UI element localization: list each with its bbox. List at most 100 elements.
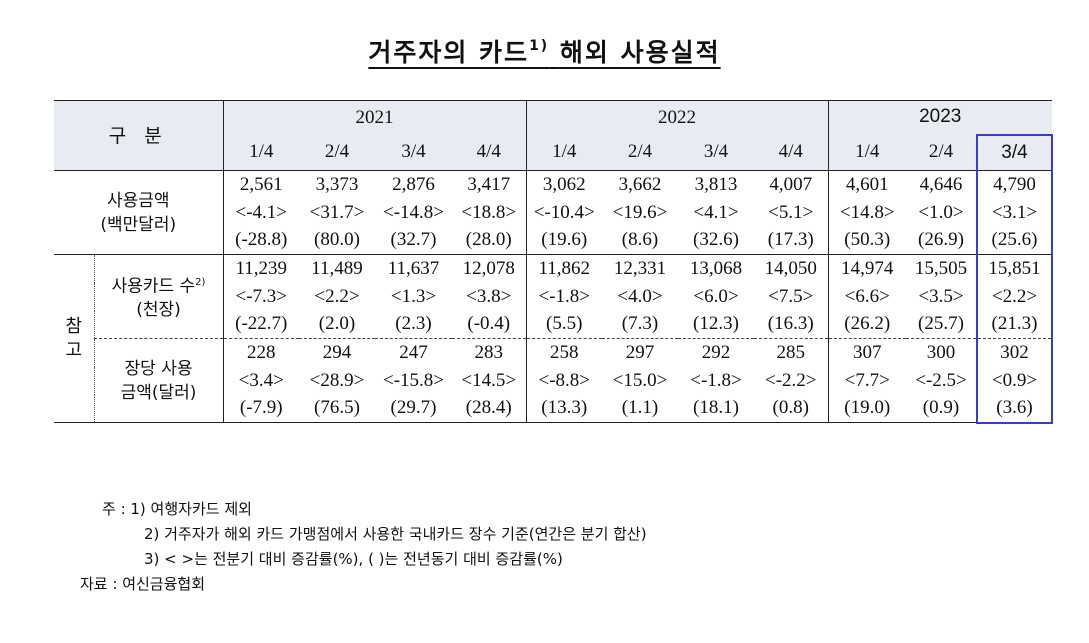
table-cell: (19.0) [827, 394, 906, 423]
amount-label-line2: (백만달러) [100, 214, 177, 235]
table-cell: (29.7) [375, 394, 452, 423]
cards-label-line1: 사용카드 수 [111, 276, 196, 297]
table-cell: 11,239 [222, 254, 299, 283]
table-cell: (25.6) [976, 226, 1053, 255]
table-cell: (-22.7) [222, 310, 299, 339]
table-cell: 247 [375, 338, 452, 367]
table-row: <-7.3> <2.2> <1.3> <3.8> <-1.8> <4.0> <6.0> <7.… [54, 282, 1053, 311]
table-cell: 300 [906, 338, 977, 367]
table-cell: 302 [976, 338, 1053, 367]
quarter-header: 1/4 [827, 134, 906, 171]
table-cell: <7.5> [768, 285, 814, 307]
table-cell: <3.5> [918, 285, 964, 307]
table-cell: <-4.1> [222, 198, 299, 227]
table-cell: 4,790 [976, 170, 1053, 199]
table-cell: <-8.8> [525, 366, 602, 395]
table-cell: (21.3) [976, 310, 1053, 339]
division-header: 구 분 [54, 100, 223, 171]
table-row: (-7.9) (76.5) (29.7) (28.4) (13.3) (1.1) (18.1… [54, 394, 1053, 424]
table-cell: <18.8> [461, 201, 517, 223]
table-cell: 283 [452, 338, 526, 367]
table-cell: <7.7> [827, 366, 906, 395]
cards-label-line1-wrap: 사용카드 수2) [95, 271, 223, 299]
table-cell: 14,974 [827, 254, 906, 283]
table-cell: (2.3) [395, 313, 432, 335]
table-cell: (28.4) [452, 394, 526, 423]
card-usage-table: 구 분 2021 2022 2023 1/4 2/4 3/4 4/4 1/4 2/4 3/4… [54, 100, 1053, 424]
title-text-2: 해외 사용실적 [559, 38, 721, 67]
table-cell: <2.2> [976, 282, 1053, 311]
footnotes: 주 : 1) 여행자카드 제외 2) 거주자가 해외 카드 가맹점에서 사용한 … [80, 497, 647, 597]
table-cell: 4,646 [906, 170, 977, 199]
table-cell: 228 [222, 338, 299, 367]
table-cell: <28.9> [309, 369, 365, 391]
table-cell: (26.9) [918, 229, 964, 251]
table-cell: <0.9> [976, 366, 1053, 395]
amount-label-line1: 사용금액 [106, 190, 170, 211]
table-cell: (2.0) [318, 313, 356, 335]
quarter-header: 1/4 [525, 134, 602, 171]
note-1: 주 : 1) 여행자카드 제외 [102, 500, 252, 518]
page-title: 거주자의 카드1) 해외 사용실적 [0, 33, 1089, 69]
table-cell: (19.6) [525, 226, 602, 255]
table-cell: <3.1> [976, 198, 1053, 227]
table-row: 사용금액 (백만달러) 2,561 3,373 2,876 3,417 3,062 3,662… [54, 170, 1053, 255]
table-cell: (-7.9) [222, 394, 299, 423]
table-cell: (18.1) [678, 394, 754, 423]
note-3: 3) < >는 전분기 대비 증감률(%), ( )는 전년동기 대비 증감률(… [144, 550, 563, 568]
table-cell: 294 [299, 338, 375, 367]
per_card-label-line2: 금액(달러) [120, 382, 197, 403]
table-cell: 12,078 [452, 254, 526, 283]
table-cell: 11,489 [299, 254, 375, 283]
source-note: 자료 : 여신금융협회 [80, 575, 205, 593]
table-cell: 2,561 [222, 170, 299, 199]
table-cell: (32.6) [693, 229, 739, 251]
table-cell: (25.7) [918, 313, 964, 335]
table-cell: 297 [602, 338, 678, 367]
table-cell: 3,417 [452, 170, 526, 199]
table-cell: 2,876 [375, 170, 452, 199]
table-cell: <6.6> [827, 282, 906, 311]
table-cell: (28.0) [465, 229, 512, 251]
table-cell: <15.0> [612, 369, 668, 391]
note-2: 2) 거주자가 해외 카드 가맹점에서 사용한 국내카드 장수 기준(연간은 분… [144, 525, 647, 543]
table-cell: 13,068 [678, 254, 754, 283]
table-cell: <-15.8> [382, 369, 444, 391]
table-cell: <-1.8> [690, 369, 742, 391]
table-cell: (32.7) [390, 229, 437, 251]
table-cell: <6.0> [693, 285, 739, 307]
table-cell: 307 [827, 338, 906, 367]
year-2021: 2021 [222, 100, 526, 135]
quarter-header: 2/4 [602, 134, 678, 171]
table-cell: 3,662 [602, 170, 678, 199]
table-cell: <1.0> [918, 201, 964, 223]
table-cell: (-28.8) [222, 226, 299, 255]
table-cell: <-10.4> [525, 198, 602, 227]
table-cell: <14.5> [461, 369, 517, 391]
table-row: <3.4> <28.9> <-15.8> <14.5> <-8.8> <15.0> <-1.… [54, 366, 1053, 395]
table-cell: <3.8> [466, 285, 512, 307]
table-cell: (17.3) [767, 229, 814, 251]
table-cell: 11,637 [375, 254, 452, 283]
table-cell: <-1.8> [525, 282, 602, 311]
quarter-header: 1/4 [222, 134, 299, 171]
table-row: 참 고 사용카드 수2) (천장) 11,239 11,489 11,637 12,078 1… [54, 254, 1053, 423]
table-cell: 15,851 [976, 254, 1053, 283]
table-cell: <-7.3> [222, 282, 299, 311]
quarter-header: 3/4 [976, 133, 1053, 171]
table-cell: (1.1) [602, 394, 678, 423]
table-cell: 292 [678, 338, 754, 367]
amount-label: 사용금액 (백만달러) [54, 170, 223, 255]
table-cell: 4,601 [827, 170, 906, 199]
per_card-label-line1: 장당 사용 [124, 358, 193, 379]
table-cell: (7.3) [621, 313, 659, 335]
title-text: 거주자의 카드 [368, 38, 530, 67]
title-superscript: 1) [529, 37, 550, 54]
quarter-header: 4/4 [452, 134, 526, 171]
table-cell: (13.3) [525, 394, 602, 423]
table-cell: 258 [525, 338, 602, 367]
table-cell: 285 [754, 338, 828, 367]
quarter-header: 4/4 [754, 134, 828, 171]
table-cell: <1.3> [390, 285, 437, 307]
